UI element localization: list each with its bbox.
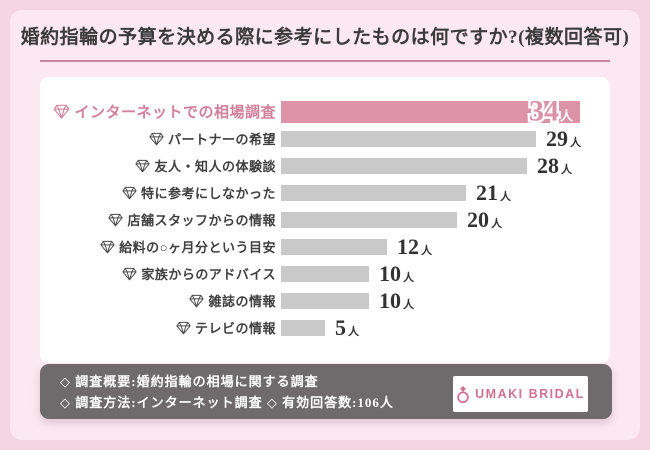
value-number: 5	[335, 314, 346, 340]
diamond-icon	[122, 186, 137, 199]
category-label-text: 雑誌の情報	[208, 294, 276, 309]
chart-row: 給料の○ヶ月分という目安 12 人	[40, 233, 610, 260]
chart-row: 友人・知人の体験談 28 人	[40, 152, 610, 179]
value-label: 21 人	[476, 179, 511, 205]
value-label: 10 人	[379, 260, 414, 286]
bar	[281, 211, 457, 228]
bar-area: 21 人	[281, 179, 511, 205]
diamond-icon	[135, 159, 151, 172]
category-label-text: 友人・知人の体験談	[154, 159, 276, 174]
value-label: 28 人	[537, 152, 572, 178]
category-label: インターネットでの相場調査	[40, 101, 276, 122]
chart-row: 店舗スタッフからの情報 20 人	[40, 206, 610, 233]
value-number: 29	[546, 125, 568, 151]
bar	[281, 130, 536, 147]
bar	[281, 100, 580, 123]
diamond-icon	[122, 267, 137, 280]
diamond-icon	[176, 321, 191, 334]
category-label-text: 給料の○ヶ月分という目安	[119, 240, 276, 255]
title-underline	[40, 60, 610, 62]
value-unit: 人	[403, 271, 414, 284]
category-label-text: 特に参考にしなかった	[140, 186, 276, 201]
category-label: 給料の○ヶ月分という目安	[40, 237, 276, 256]
category-label: テレビの情報	[40, 318, 276, 337]
value-number: 10	[379, 260, 401, 286]
value-number: 12	[397, 233, 419, 259]
diamond-icon	[54, 104, 70, 119]
category-label-text: インターネットでの相場調査	[74, 105, 276, 121]
bar-chart: インターネットでの相場調査 34 人 パートナーの希望	[40, 77, 610, 341]
survey-method: ◇ 調査方法:インターネット調査 ◇ 有効回答数:106人	[60, 395, 394, 410]
bar	[281, 184, 466, 201]
category-label-text: 家族からのアドバイス	[141, 267, 276, 282]
brand-logo: UMAKI BRIDAL	[453, 376, 588, 412]
chart-card: インターネットでの相場調査 34 人 パートナーの希望	[40, 77, 610, 363]
category-label: 家族からのアドバイス	[40, 264, 276, 283]
bar	[281, 265, 369, 282]
bar-area: 34 人	[281, 93, 580, 128]
bar	[281, 238, 387, 255]
value-label: 29 人	[546, 125, 581, 151]
survey-notes: ◇ 調査概要:婚約指輪の相場に関する調査 ◇ 調査方法:インターネット調査 ◇ …	[60, 371, 394, 413]
value-unit: 人	[421, 244, 432, 257]
value-label: 10 人	[379, 287, 414, 313]
chart-row: 雑誌の情報 10 人	[40, 287, 610, 314]
value-label: 20 人	[467, 206, 502, 232]
value-unit: 人	[570, 136, 581, 149]
value-label: 5 人	[335, 314, 359, 340]
bar-area: 10 人	[281, 287, 414, 313]
value-unit: 人	[559, 107, 573, 123]
category-label: 雑誌の情報	[40, 291, 276, 310]
bar-area: 10 人	[281, 260, 414, 286]
value-number: 20	[467, 206, 489, 232]
value-number: 28	[537, 152, 559, 178]
value-unit: 人	[500, 190, 511, 203]
diamond-icon	[149, 132, 164, 145]
chart-row: テレビの情報 5 人	[40, 314, 610, 341]
bar	[281, 319, 325, 336]
bar-area: 20 人	[281, 206, 502, 232]
brand-name: UMAKI BRIDAL	[475, 387, 585, 401]
chart-row: 家族からのアドバイス 10 人	[40, 260, 610, 287]
bar	[281, 157, 527, 174]
category-label: 友人・知人の体験談	[40, 156, 276, 175]
value-label: 34 人	[526, 93, 573, 128]
category-label: 特に参考にしなかった	[40, 183, 276, 202]
category-label-text: 店舗スタッフからの情報	[127, 213, 276, 228]
footer-bar: ◇ 調査概要:婚約指輪の相場に関する調査 ◇ 調査方法:インターネット調査 ◇ …	[40, 364, 612, 419]
survey-overview: ◇ 調査概要:婚約指輪の相場に関する調査	[60, 374, 319, 389]
category-label: 店舗スタッフからの情報	[40, 210, 276, 229]
bar-area: 29 人	[281, 125, 581, 151]
page-title: 婚約指輪の予算を決める際に参考にしたものは何ですか?(複数回答可)	[20, 27, 630, 48]
chart-row: 特に参考にしなかった 21 人	[40, 179, 610, 206]
diamond-icon	[189, 294, 205, 307]
category-label-text: テレビの情報	[194, 321, 276, 336]
value-unit: 人	[348, 325, 359, 338]
diamond-icon	[108, 213, 124, 226]
value-number: 34	[526, 93, 561, 128]
category-label-text: パートナーの希望	[167, 132, 276, 147]
value-number: 10	[379, 287, 401, 313]
ring-icon	[457, 385, 469, 403]
value-unit: 人	[403, 298, 414, 311]
chart-row: パートナーの希望 29 人	[40, 125, 610, 152]
value-label: 12 人	[397, 233, 432, 259]
bar-area: 5 人	[281, 314, 359, 340]
bar-area: 28 人	[281, 152, 572, 178]
diamond-icon	[100, 240, 115, 253]
value-number: 21	[476, 179, 498, 205]
value-unit: 人	[491, 217, 502, 230]
value-unit: 人	[561, 163, 572, 176]
chart-row: インターネットでの相場調査 34 人	[40, 93, 610, 128]
bar-area: 12 人	[281, 233, 432, 259]
category-label: パートナーの希望	[40, 129, 276, 148]
bar	[281, 292, 369, 309]
